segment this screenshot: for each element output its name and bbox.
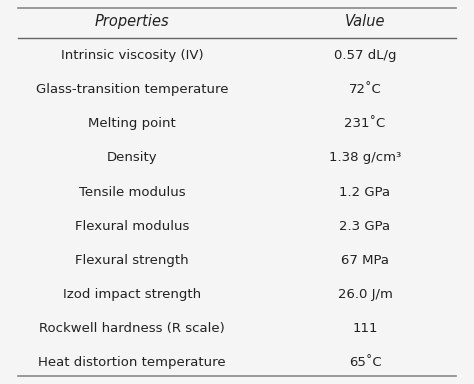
Text: Rockwell hardness (R scale): Rockwell hardness (R scale) [39,322,225,335]
Text: Heat distortion temperature: Heat distortion temperature [38,356,226,369]
Text: Melting point: Melting point [88,117,176,130]
Text: 67 MPa: 67 MPa [341,254,389,267]
Text: Intrinsic viscosity (IV): Intrinsic viscosity (IV) [61,49,203,62]
Text: 111: 111 [352,322,378,335]
Text: Tensile modulus: Tensile modulus [79,185,185,199]
Text: 26.0 J/m: 26.0 J/m [337,288,392,301]
Text: 65˚C: 65˚C [349,356,382,369]
Text: 72˚C: 72˚C [349,83,382,96]
Text: Density: Density [107,151,157,164]
Text: 1.38 g/cm³: 1.38 g/cm³ [329,151,401,164]
Text: Value: Value [345,14,385,29]
Text: 2.3 GPa: 2.3 GPa [339,220,391,233]
Text: 231˚C: 231˚C [345,117,386,130]
Text: Izod impact strength: Izod impact strength [63,288,201,301]
Text: Glass-transition temperature: Glass-transition temperature [36,83,228,96]
Text: 1.2 GPa: 1.2 GPa [339,185,391,199]
Text: Flexural strength: Flexural strength [75,254,189,267]
Text: Properties: Properties [95,14,170,29]
Text: Flexural modulus: Flexural modulus [75,220,190,233]
Text: 0.57 dL/g: 0.57 dL/g [334,49,396,62]
